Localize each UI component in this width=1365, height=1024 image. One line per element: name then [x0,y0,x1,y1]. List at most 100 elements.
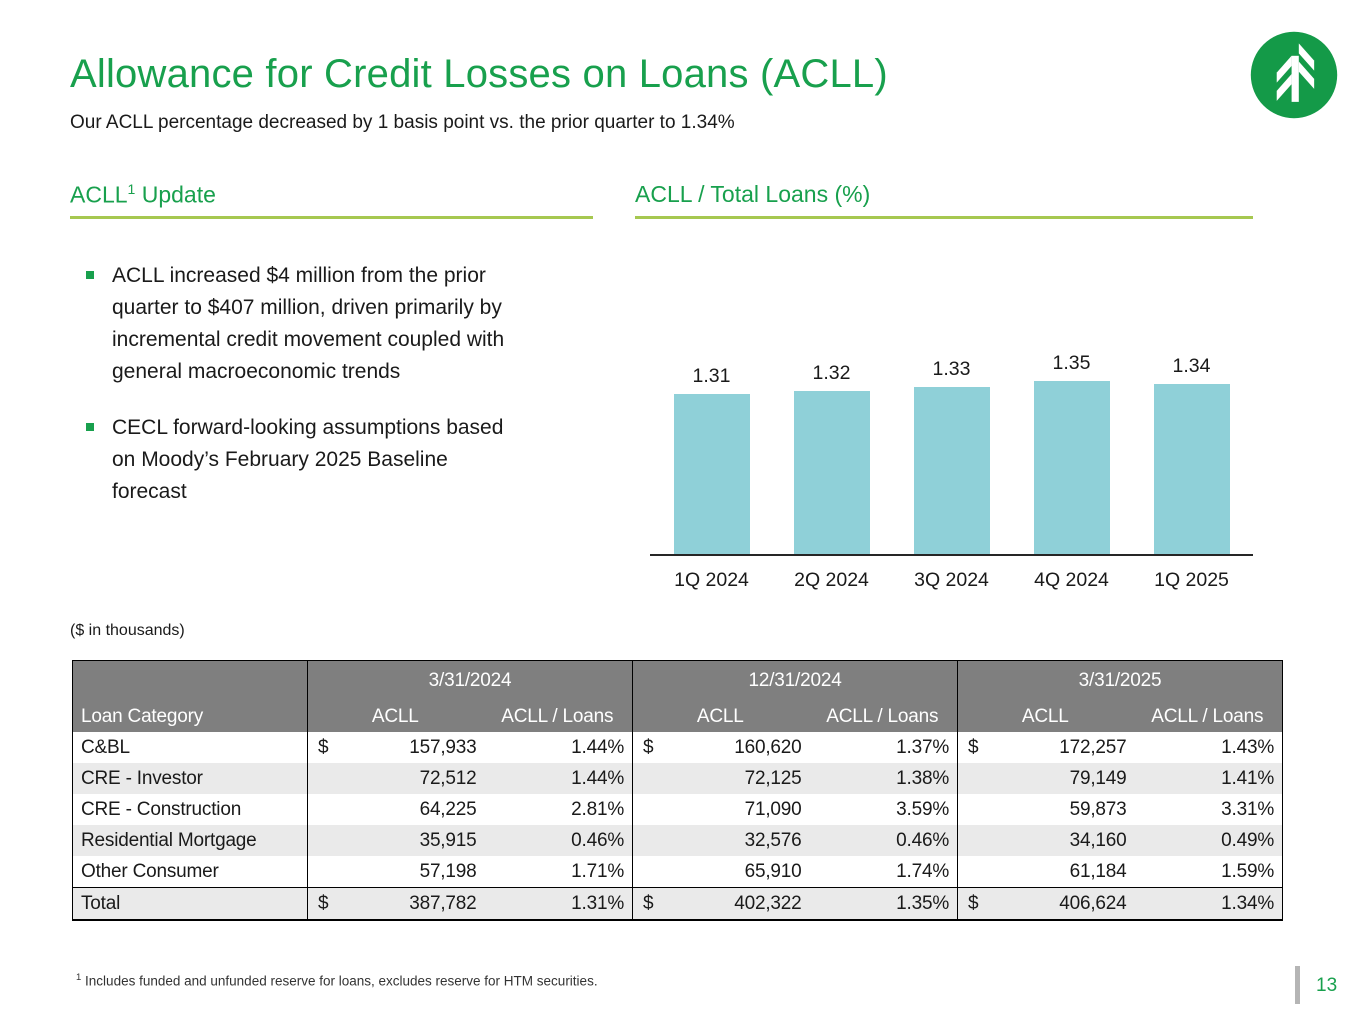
bar-value-label: 1.34 [1172,355,1211,377]
bar-chart: 1.31 1.32 1.33 1.35 1.34 1Q 2024 2Q 2024 3Q 20… [650,340,1253,592]
table-row: Residential Mortgage 35,915 0.46% 32,576 0.4… [72,825,1283,856]
company-tree-logo-icon [1250,31,1338,119]
cell-ratio: 0.46% [571,829,625,851]
col-header-acll-loans-1: ACLL / Loans [482,701,633,732]
bar-category-label: 1Q 2024 [674,569,749,591]
table-row: CRE - Investor 72,512 1.44% 72,125 1.38% 79,1… [72,763,1283,794]
page-title: Allowance for Credit Losses on Loans (AC… [70,52,888,96]
header-date-3: 3/31/2025 [957,660,1283,701]
cell-currency [307,794,338,825]
cell-ratio: 1.34% [1221,892,1275,914]
bar-value-label: 1.31 [692,365,731,387]
cell-ratio: 1.44% [571,736,625,758]
bar-group: 1.35 [1012,352,1132,554]
acll-table: 3/31/2024 12/31/2024 3/31/2025 Loan Cate… [72,660,1284,921]
cell-currency [307,856,338,888]
cell-acll: 61,184 [1069,860,1127,882]
cell-ratio: 1.59% [1221,860,1275,882]
cell-category: Other Consumer [81,860,219,882]
cell-acll: 72,125 [744,767,802,789]
cell-category: CRE - Investor [81,767,203,789]
heading-superscript: 1 [127,181,136,197]
footnote: 1 Includes funded and unfunded reserve f… [76,972,598,989]
page-number: 13 [1316,975,1338,996]
cell-currency: $ [957,887,988,920]
cell-currency: $ [632,732,663,763]
section-heading-acll-update: ACLL1 Update [70,181,216,209]
col-header-acll-1: ACLL [307,701,483,732]
bar-category-label: 4Q 2024 [1034,569,1109,591]
units-note: ($ in thousands) [70,622,185,639]
bar-group: 1.31 [652,365,772,554]
table-header-columns-row: Loan Category ACLL ACLL / Loans ACLL ACL… [72,701,1283,732]
bar-value-label: 1.35 [1052,352,1091,374]
cell-ratio: 1.71% [571,860,625,882]
cell-acll: 72,512 [419,767,477,789]
bullet-text: ACLL increased $4 million from the prior… [112,264,505,383]
col-header-acll-loans-2: ACLL / Loans [807,701,958,732]
heading-text-rest: Update [135,181,216,208]
cell-acll: 402,322 [734,892,802,914]
cell-acll: 172,257 [1059,736,1127,758]
cell-acll: 406,624 [1059,892,1127,914]
cell-ratio: 0.46% [896,829,950,851]
cell-ratio: 1.37% [896,736,950,758]
bar-group: 1.33 [892,358,1012,554]
cell-currency [632,763,663,794]
bar [673,394,750,554]
bar-value-label: 1.32 [812,362,851,384]
bar-group: 1.34 [1132,355,1252,554]
cell-currency [632,856,663,888]
cell-ratio: 1.74% [896,860,950,882]
cell-currency: $ [307,732,338,763]
cell-currency [957,825,988,856]
cell-ratio: 1.43% [1221,736,1275,758]
cell-ratio: 1.35% [896,892,950,914]
section-underline-left [70,216,593,219]
bar-category-label: 1Q 2025 [1154,569,1229,591]
cell-acll: 65,910 [744,860,802,882]
header-date-2: 12/31/2024 [632,660,958,701]
cell-acll: 157,933 [409,736,477,758]
cell-acll: 387,782 [409,892,477,914]
cell-currency [957,763,988,794]
table-row: CRE - Construction 64,225 2.81% 71,090 3.59%… [73,794,1283,825]
cell-ratio: 1.44% [571,767,625,789]
cell-acll: 64,225 [419,798,477,820]
table-row: C&BL $157,933 1.44% $160,620 1.37% $172,257 1.… [73,732,1283,763]
bar-x-labels: 1Q 2024 2Q 2024 3Q 2024 4Q 2024 1Q 2025 [650,569,1253,592]
cell-acll: 71,090 [744,798,802,820]
bar-category-label: 3Q 2024 [914,569,989,591]
cell-currency [957,856,988,888]
cell-ratio: 1.41% [1221,767,1275,789]
header-empty-cell [72,660,308,701]
footnote-superscript: 1 [76,972,82,983]
cell-category: CRE - Construction [81,798,242,820]
page-subtitle: Our ACLL percentage decreased by 1 basis… [70,112,735,133]
bar-plot: 1.31 1.32 1.33 1.35 1.34 [650,340,1253,556]
cell-acll: 79,149 [1069,767,1127,789]
cell-category: Total [81,892,121,914]
page-divider-bar [1295,966,1300,1004]
bullet-square-icon [86,271,94,279]
cell-ratio: 3.59% [896,798,950,820]
bullet-item: ACLL increased $4 million from the prior… [86,260,626,388]
cell-acll: 34,160 [1069,829,1127,851]
cell-acll: 59,873 [1069,798,1127,820]
cell-currency: $ [307,887,338,920]
cell-currency [632,794,663,825]
cell-currency: $ [957,732,988,763]
bar [913,387,990,554]
cell-ratio: 3.31% [1221,798,1275,820]
cell-acll: 160,620 [734,736,802,758]
footnote-text: Includes funded and unfunded reserve for… [81,973,598,989]
table-total-row: Total $387,782 1.31% $402,322 1.35% $406,624 1… [72,887,1283,920]
bar [1033,381,1110,554]
bar-group: 1.32 [772,362,892,554]
cell-currency: $ [632,887,663,920]
cell-ratio: 0.49% [1221,829,1275,851]
cell-ratio: 1.31% [571,892,625,914]
col-header-acll-2: ACLL [632,701,808,732]
heading-text: ACLL [70,181,128,208]
